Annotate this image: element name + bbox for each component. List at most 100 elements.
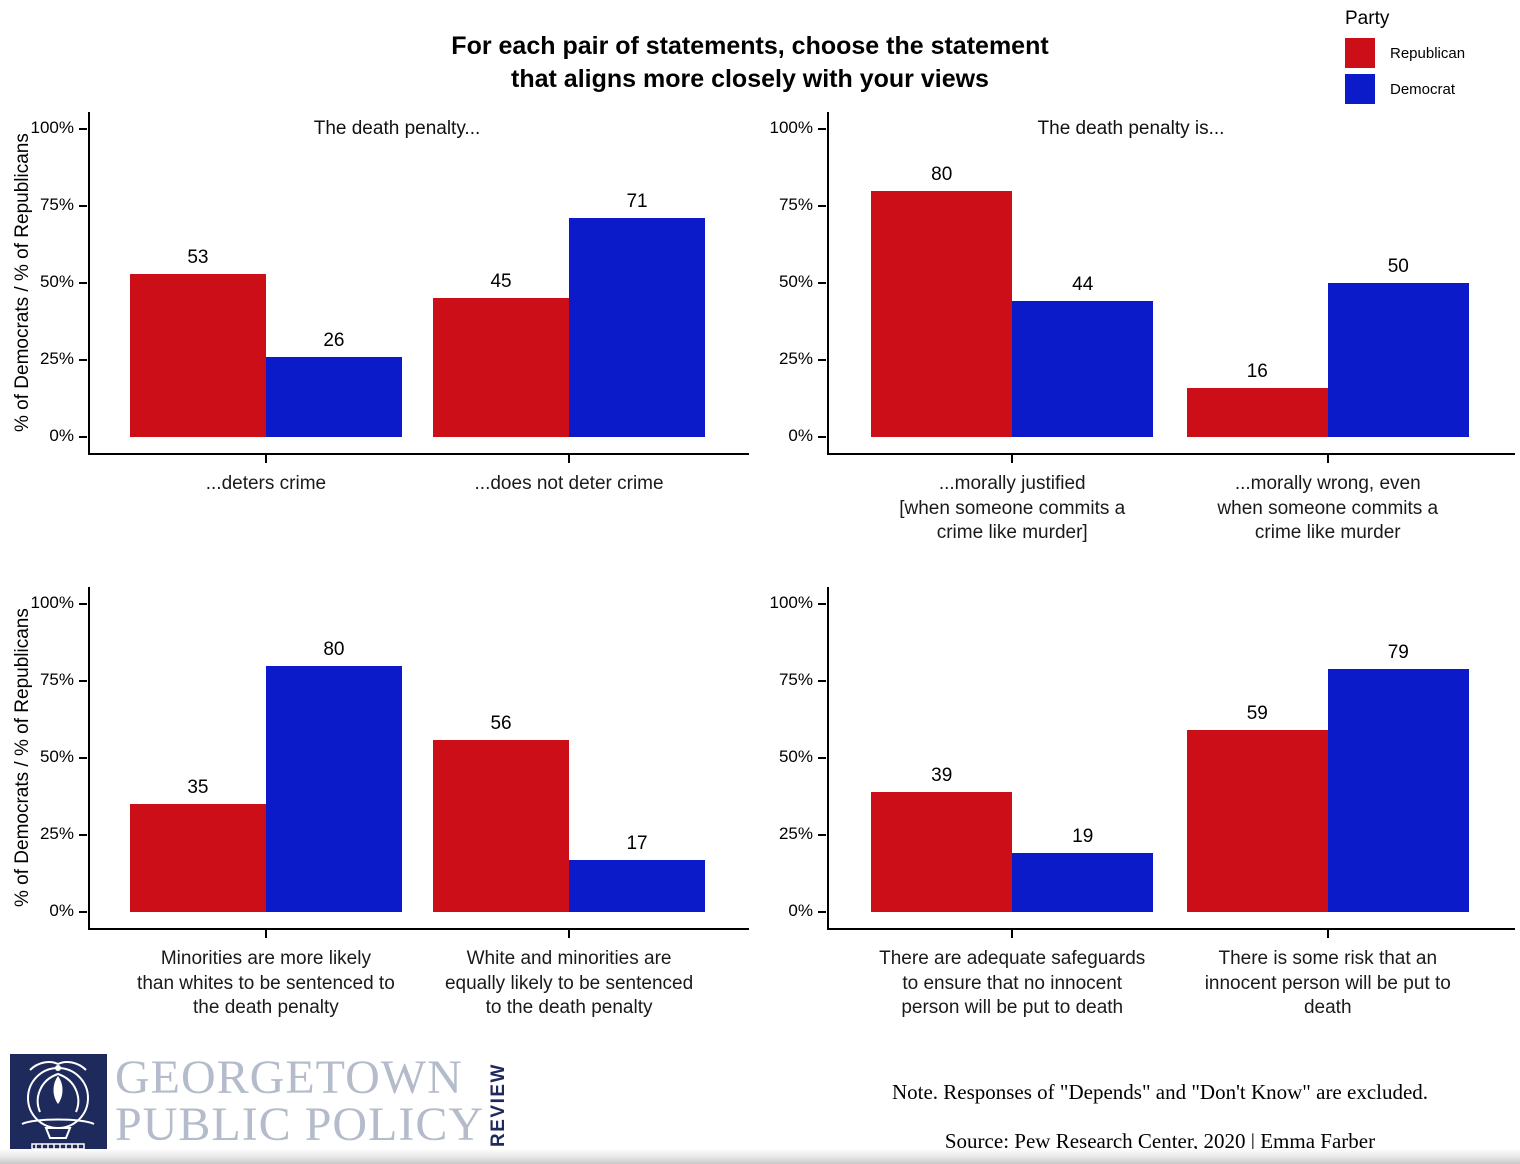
y-axis-tick xyxy=(79,128,87,130)
footer-notes: Note. Responses of "Depends" and "Don't … xyxy=(830,1080,1490,1154)
y-axis-tick-label: 50% xyxy=(778,272,813,291)
republican-bar xyxy=(1186,387,1328,437)
republican-swatch xyxy=(1345,38,1375,68)
democrat-bar xyxy=(1012,301,1154,437)
y-axis-tick xyxy=(79,680,87,682)
y-axis-tick xyxy=(818,834,826,836)
bar-value-label: 71 xyxy=(626,191,648,213)
chart-title: For each pair of statements, choose the … xyxy=(0,30,1500,96)
x-axis-tick xyxy=(1326,930,1329,938)
y-axis-tick-label: 50% xyxy=(778,747,813,766)
republican-bar xyxy=(129,273,266,437)
republican-bar xyxy=(871,190,1013,437)
y-axis-tick xyxy=(818,757,826,759)
republican-bar xyxy=(129,804,266,912)
y-axis-tick-label: 100% xyxy=(769,118,813,137)
x-axis-tick xyxy=(1326,455,1329,463)
y-axis-tick xyxy=(818,359,826,361)
chart-panel-bottom-right: 100% 75% 50% 25% 0% 39 19 There are adequate sa… xyxy=(742,583,1520,1053)
y-axis-tick xyxy=(818,680,826,682)
y-axis-tick-label: 50% xyxy=(39,272,74,291)
y-axis-tick xyxy=(79,282,87,284)
y-axis-tick xyxy=(818,128,826,130)
democrat-bar xyxy=(569,218,706,437)
bar-value-label: 16 xyxy=(1246,360,1268,382)
legend-item-republican: Republican xyxy=(1345,38,1465,68)
democrat-swatch xyxy=(1345,74,1375,104)
republican-bar xyxy=(871,791,1013,912)
y-axis-tick xyxy=(79,911,87,913)
y-axis-tick-label: 75% xyxy=(778,195,813,214)
y-axis-tick-label: 25% xyxy=(778,824,813,843)
chart-panel-bottom-left: % of Democrats / % of Republicans 100% 75… xyxy=(8,583,786,1053)
legend: Party Republican Democrat xyxy=(1345,8,1465,110)
bottom-gradient-strip xyxy=(0,1149,1520,1164)
bar-value-label: 35 xyxy=(187,777,209,799)
y-axis-tick xyxy=(79,603,87,605)
x-category-label: ...deters crime xyxy=(205,473,327,494)
x-axis-tick xyxy=(264,930,267,938)
bar-value-label: 79 xyxy=(1387,641,1409,663)
y-axis-tick xyxy=(79,436,87,438)
y-axis-tick-label: 0% xyxy=(788,426,813,445)
republican-bar xyxy=(433,739,570,912)
y-axis-tick xyxy=(818,603,826,605)
x-axis-tick xyxy=(1011,455,1014,463)
x-axis-tick xyxy=(568,930,571,938)
bar-value-label: 26 xyxy=(323,329,345,351)
x-axis-tick xyxy=(568,455,571,463)
chart-title-line-1: For each pair of statements, choose the … xyxy=(451,32,1049,60)
gppr-review-label: REVIEW xyxy=(488,1063,510,1147)
democrat-bar xyxy=(569,859,706,912)
plot-area xyxy=(88,112,749,455)
y-axis-tick-label: 100% xyxy=(769,593,813,612)
bar-value-label: 80 xyxy=(323,638,345,660)
bar-value-label: 56 xyxy=(490,712,512,734)
y-axis-tick-label: 25% xyxy=(778,349,813,368)
y-axis-tick xyxy=(79,834,87,836)
democrat-bar xyxy=(265,356,402,437)
x-category-label: There is some risk that an innocent pers… xyxy=(1204,948,1451,1019)
gppr-wordmark: GEORGETOWN PUBLIC POLICY xyxy=(115,1051,485,1152)
y-axis-tick-label: 0% xyxy=(49,426,74,445)
y-axis-tick xyxy=(79,757,87,759)
bar-value-label: 45 xyxy=(490,271,512,293)
y-axis-tick-label: 75% xyxy=(39,670,74,689)
bar-value-label: 44 xyxy=(1072,274,1094,296)
x-category-label: ...morally justified [when someone commi… xyxy=(899,473,1126,544)
x-category-label: ...does not deter crime xyxy=(474,473,664,494)
x-category-label: Minorities are more likely than whites t… xyxy=(137,948,395,1019)
x-category-label: White and minorities are equally likely … xyxy=(444,948,694,1019)
bar-value-label: 59 xyxy=(1246,703,1268,725)
legend-label-republican: Republican xyxy=(1390,44,1466,62)
y-axis-tick-label: 75% xyxy=(39,195,74,214)
republican-bar xyxy=(433,298,570,437)
x-category-label: There are adequate safeguards to ensure … xyxy=(879,948,1146,1019)
democrat-bar xyxy=(1012,853,1154,912)
plot-area xyxy=(827,587,1515,930)
y-axis-tick-label: 25% xyxy=(39,349,74,368)
bar-value-label: 39 xyxy=(931,764,953,786)
y-axis-tick-label: 0% xyxy=(49,901,74,920)
y-axis-tick xyxy=(818,911,826,913)
democrat-bar xyxy=(1327,283,1469,437)
gppr-crest-icon xyxy=(10,1054,107,1156)
bar-value-label: 50 xyxy=(1387,256,1409,277)
y-axis-tick-label: 0% xyxy=(788,901,813,920)
chart-panel-top-right: The death penalty is... 100% 75% 50% 25% 0% 8… xyxy=(742,108,1520,578)
bar-value-label: 80 xyxy=(931,163,953,185)
legend-title: Party xyxy=(1345,8,1390,29)
gppr-wordmark-line-2: PUBLIC POLICY xyxy=(115,1098,485,1152)
y-axis-tick-label: 25% xyxy=(39,824,74,843)
chart-title-line-2: that aligns more closely with your views xyxy=(511,65,989,93)
chart-panel-top-left: The death penalty... % of Democrats / % … xyxy=(8,108,786,578)
gppr-wordmark-line-1: GEORGETOWN xyxy=(115,1051,463,1104)
plot-area xyxy=(827,112,1515,455)
x-axis-tick xyxy=(1011,930,1014,938)
bar-value-label: 17 xyxy=(626,832,648,854)
chart-subtitle: The death penalty... xyxy=(313,118,481,139)
bar-value-label: 53 xyxy=(187,246,209,268)
plot-area xyxy=(88,587,749,930)
y-axis-tick xyxy=(79,359,87,361)
